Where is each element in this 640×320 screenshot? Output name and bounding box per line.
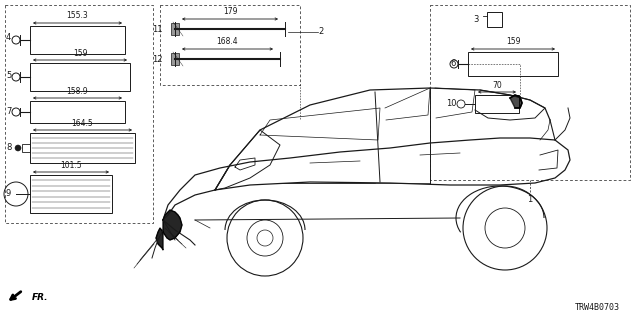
Text: 159: 159	[506, 37, 520, 46]
Bar	[160, 5, 300, 85]
Bar	[22, 144, 30, 152]
Circle shape	[15, 145, 21, 151]
Text: 1: 1	[527, 195, 532, 204]
Text: 5: 5	[6, 71, 12, 81]
Text: 6: 6	[451, 60, 456, 68]
Text: 164.5: 164.5	[72, 118, 93, 127]
Bar	[171, 23, 179, 35]
Bar	[30, 133, 135, 163]
Text: 4: 4	[6, 34, 12, 43]
Text: TRW4B0703: TRW4B0703	[575, 303, 620, 312]
Text: FR.: FR.	[32, 292, 49, 301]
Polygon shape	[156, 210, 182, 250]
Bar	[30, 63, 130, 91]
Bar	[5, 5, 153, 223]
Text: 168.4: 168.4	[217, 37, 238, 46]
Text: 11: 11	[152, 26, 163, 35]
Text: 10: 10	[447, 100, 457, 108]
Text: 179: 179	[223, 7, 237, 17]
Text: 9: 9	[6, 189, 12, 198]
Bar	[487, 12, 502, 27]
Bar	[430, 5, 630, 180]
Bar	[171, 53, 179, 65]
Text: 3: 3	[474, 15, 479, 25]
Text: 155.3: 155.3	[67, 12, 88, 20]
Text: 101.5: 101.5	[60, 161, 82, 170]
Bar	[30, 175, 112, 213]
Text: 159: 159	[73, 49, 87, 58]
Text: 70: 70	[492, 81, 502, 90]
Text: 2: 2	[318, 28, 323, 36]
Text: 12: 12	[152, 55, 163, 65]
Bar	[468, 52, 558, 76]
Polygon shape	[510, 95, 522, 108]
Text: 158.9: 158.9	[67, 86, 88, 95]
Bar	[30, 26, 125, 54]
Bar	[30, 101, 125, 123]
Text: 7: 7	[6, 108, 12, 116]
Text: 8: 8	[6, 143, 12, 153]
Bar	[475, 95, 519, 113]
